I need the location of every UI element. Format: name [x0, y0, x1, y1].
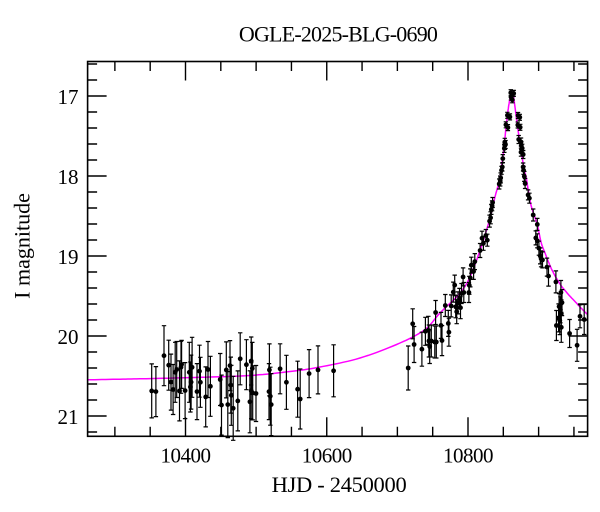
- svg-text:10600: 10600: [302, 443, 352, 467]
- svg-text:19: 19: [58, 245, 79, 269]
- svg-text:OGLE-2025-BLG-0690: OGLE-2025-BLG-0690: [239, 22, 438, 47]
- svg-text:10800: 10800: [443, 443, 493, 467]
- svg-text:20: 20: [58, 325, 79, 349]
- svg-text:21: 21: [58, 405, 79, 429]
- svg-text:17: 17: [58, 85, 79, 109]
- svg-text:18: 18: [58, 165, 79, 189]
- svg-text:I magnitude: I magnitude: [10, 193, 35, 299]
- svg-text:HJD - 2450000: HJD - 2450000: [272, 472, 407, 497]
- svg-text:10400: 10400: [161, 443, 211, 467]
